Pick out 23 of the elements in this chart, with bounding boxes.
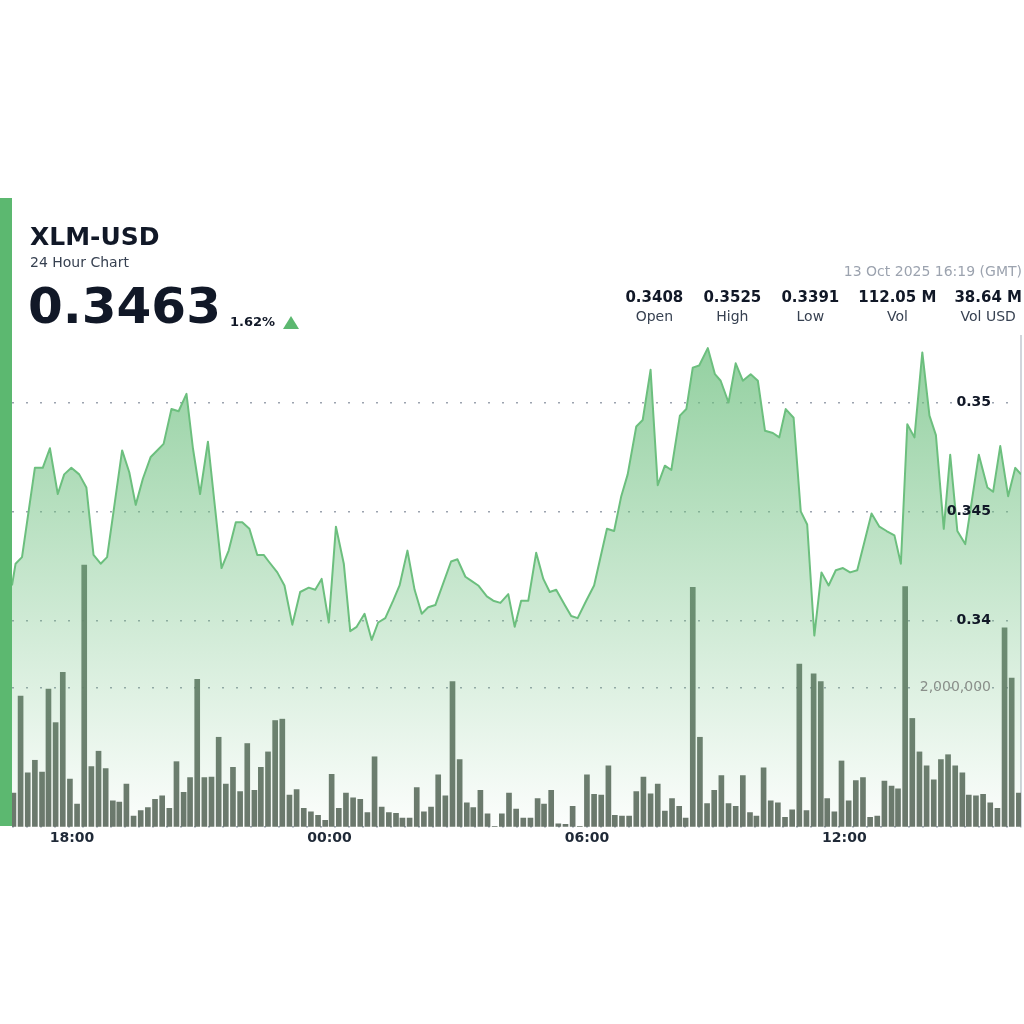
y2-tick-label: 2,000,000 bbox=[919, 678, 991, 695]
text: Open bbox=[634, 308, 675, 324]
chart-subtitle: 24 Hour Chart bbox=[30, 254, 129, 270]
text: 1.62% bbox=[230, 314, 276, 329]
text: 0.3525 bbox=[702, 288, 763, 306]
text: 0.3391 bbox=[780, 288, 841, 306]
text: High bbox=[715, 308, 750, 324]
text: Vol bbox=[885, 308, 909, 324]
text: Low bbox=[795, 308, 826, 324]
y-tick-label: 0.34 bbox=[956, 610, 992, 627]
text: 0.3408 bbox=[624, 288, 685, 306]
y-tick-label: 0.345 bbox=[946, 502, 991, 519]
y-tick-label: 0.35 bbox=[956, 393, 991, 410]
x-tick-label: 12:00 bbox=[822, 829, 867, 846]
x-tick-label: 00:00 bbox=[307, 829, 353, 846]
text: Vol USD bbox=[959, 308, 1017, 324]
text: 38.64 M bbox=[954, 288, 1022, 306]
text: 13 Oct 2025 16:19 (GMT) bbox=[843, 263, 1022, 279]
x-tick-label: 18:00 bbox=[49, 829, 95, 846]
x-tick-label: 06:00 bbox=[564, 829, 610, 846]
chart-title: XLM-USD bbox=[30, 222, 160, 251]
text: 112.05 M bbox=[858, 288, 937, 306]
text: 0.3463 bbox=[28, 276, 221, 336]
